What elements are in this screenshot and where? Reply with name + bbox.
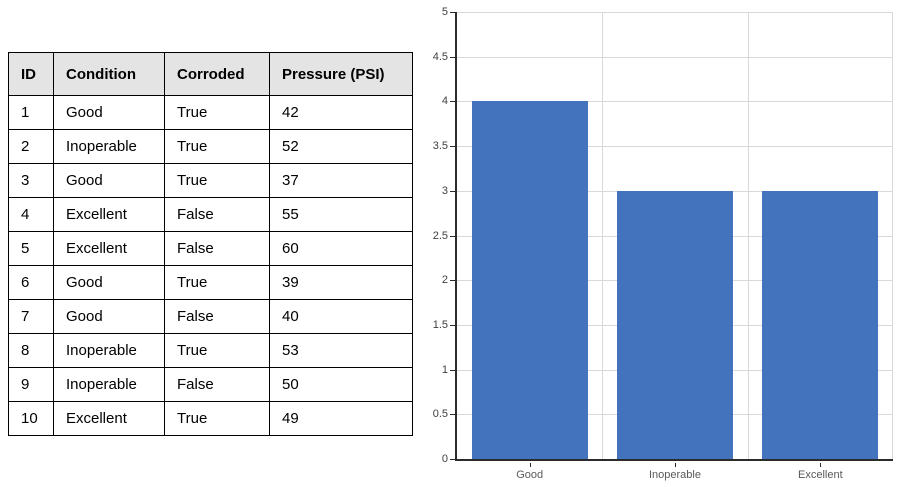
y-axis-tick-label: 0.5	[432, 408, 448, 421]
table-row: 4 Excellent False 55	[8, 197, 413, 232]
x-axis-category-label: Excellent	[798, 469, 843, 481]
vertical-gridline	[602, 12, 604, 459]
x-axis-category-label: Good	[516, 469, 544, 481]
table-cell: False	[164, 231, 270, 266]
y-axis-tick-label: 3.5	[432, 140, 448, 153]
y-axis-tick-label: 4	[441, 95, 448, 108]
table-cell: 50	[269, 367, 413, 402]
column-header: ID	[8, 52, 54, 96]
y-axis-tick-mark	[450, 280, 455, 282]
table-cell: 2	[8, 129, 54, 164]
y-axis-tick-mark	[450, 101, 455, 103]
y-axis-tick-label: 2	[441, 274, 448, 287]
table-cell: 8	[8, 333, 54, 368]
horizontal-gridline	[457, 146, 893, 148]
table-cell: True	[164, 95, 270, 130]
table-cell: 6	[8, 265, 54, 300]
x-axis-tick-mark	[820, 463, 822, 467]
y-axis-tick-mark	[450, 459, 455, 460]
table-cell: 9	[8, 367, 54, 402]
table-cell: 49	[269, 401, 413, 436]
y-axis-tick-label: 3	[441, 184, 448, 197]
y-axis-tick-label: 2.5	[432, 229, 448, 242]
table-cell: 60	[269, 231, 413, 266]
table-cell: 42	[269, 95, 413, 130]
column-header: Corroded	[164, 52, 270, 96]
table-header-row: ID Condition Corroded Pressure (PSI)	[8, 52, 413, 96]
y-axis-tick-label: 4.5	[432, 50, 448, 63]
x-axis-tick-mark	[675, 463, 676, 467]
table-row: 5 Excellent False 60	[8, 231, 413, 266]
y-axis-tick-label: 0	[441, 453, 448, 465]
table-row: 6 Good True 39	[8, 265, 413, 300]
table-row: 8 Inoperable True 53	[8, 333, 413, 368]
table-row: 3 Good True 37	[8, 163, 413, 198]
table-cell: 1	[8, 95, 54, 130]
table-cell: Excellent	[53, 197, 165, 232]
y-axis-tick-mark	[450, 414, 455, 416]
table-cell: 52	[269, 129, 413, 164]
table-cell: Good	[53, 163, 165, 198]
table-cell: Good	[53, 95, 165, 130]
x-axis-category-label: Inoperable	[648, 469, 701, 481]
y-axis-tick-mark	[450, 324, 455, 326]
table-cell: Excellent	[53, 231, 165, 266]
bar-chart: 0 0.5 1 1.5 2 2.5 3 3.5 4 4.5 5 Good Inoperable Excel…	[430, 0, 904, 487]
table-cell: 55	[269, 197, 413, 232]
y-axis-tick-mark	[450, 190, 455, 192]
bar-excellent	[762, 190, 879, 459]
data-table: ID Condition Corroded Pressure (PSI) 1 Good T…	[8, 52, 413, 436]
table-cell: 37	[269, 163, 413, 198]
table-cell: False	[164, 197, 270, 232]
table-cell: True	[164, 401, 270, 436]
y-axis-tick-label: 5	[441, 6, 448, 18]
vertical-gridline	[747, 12, 749, 459]
table-cell: Good	[53, 299, 165, 334]
vertical-gridline	[892, 12, 893, 459]
y-axis-tick-mark	[450, 56, 455, 58]
table-cell: 5	[8, 231, 54, 266]
table-row: 2 Inoperable True 52	[8, 129, 413, 164]
table-cell: Inoperable	[53, 367, 165, 402]
horizontal-gridline	[457, 101, 893, 103]
data-table-container: ID Condition Corroded Pressure (PSI) 1 Good T…	[8, 52, 413, 436]
table-cell: Excellent	[53, 401, 165, 436]
column-header: Pressure (PSI)	[269, 52, 413, 96]
table-cell: True	[164, 129, 270, 164]
y-axis-tick-label: 1	[441, 363, 448, 376]
table-cell: 53	[269, 333, 413, 368]
y-axis-tick-mark	[450, 235, 455, 237]
table-cell: 39	[269, 265, 413, 300]
table-cell: Inoperable	[53, 333, 165, 368]
horizontal-gridline	[457, 12, 893, 13]
table-cell: 7	[8, 299, 54, 334]
table-row: 7 Good False 40	[8, 299, 413, 334]
table-cell: 10	[8, 401, 54, 436]
table-cell: 40	[269, 299, 413, 334]
table-cell: Inoperable	[53, 129, 165, 164]
column-header: Condition	[53, 52, 165, 96]
table-cell: True	[164, 163, 270, 198]
y-axis-tick-mark	[450, 146, 455, 148]
table-row: 9 Inoperable False 50	[8, 367, 413, 402]
table-cell: Good	[53, 265, 165, 300]
table-cell: True	[164, 333, 270, 368]
table-cell: 4	[8, 197, 54, 232]
bar-good	[471, 101, 588, 459]
table-cell: 3	[8, 163, 54, 198]
table-row: 1 Good True 42	[8, 95, 413, 130]
table-cell: False	[164, 367, 270, 402]
y-axis-tick-mark	[450, 12, 455, 13]
table-cell: False	[164, 299, 270, 334]
horizontal-gridline	[457, 56, 893, 58]
y-axis-tick-label: 1.5	[432, 318, 448, 331]
chart-plot-area	[455, 12, 893, 461]
table-cell: True	[164, 265, 270, 300]
bar-inoperable	[616, 190, 734, 459]
x-axis-tick-mark	[529, 463, 531, 467]
y-axis-tick-mark	[450, 369, 455, 371]
table-row: 10 Excellent True 49	[8, 401, 413, 436]
